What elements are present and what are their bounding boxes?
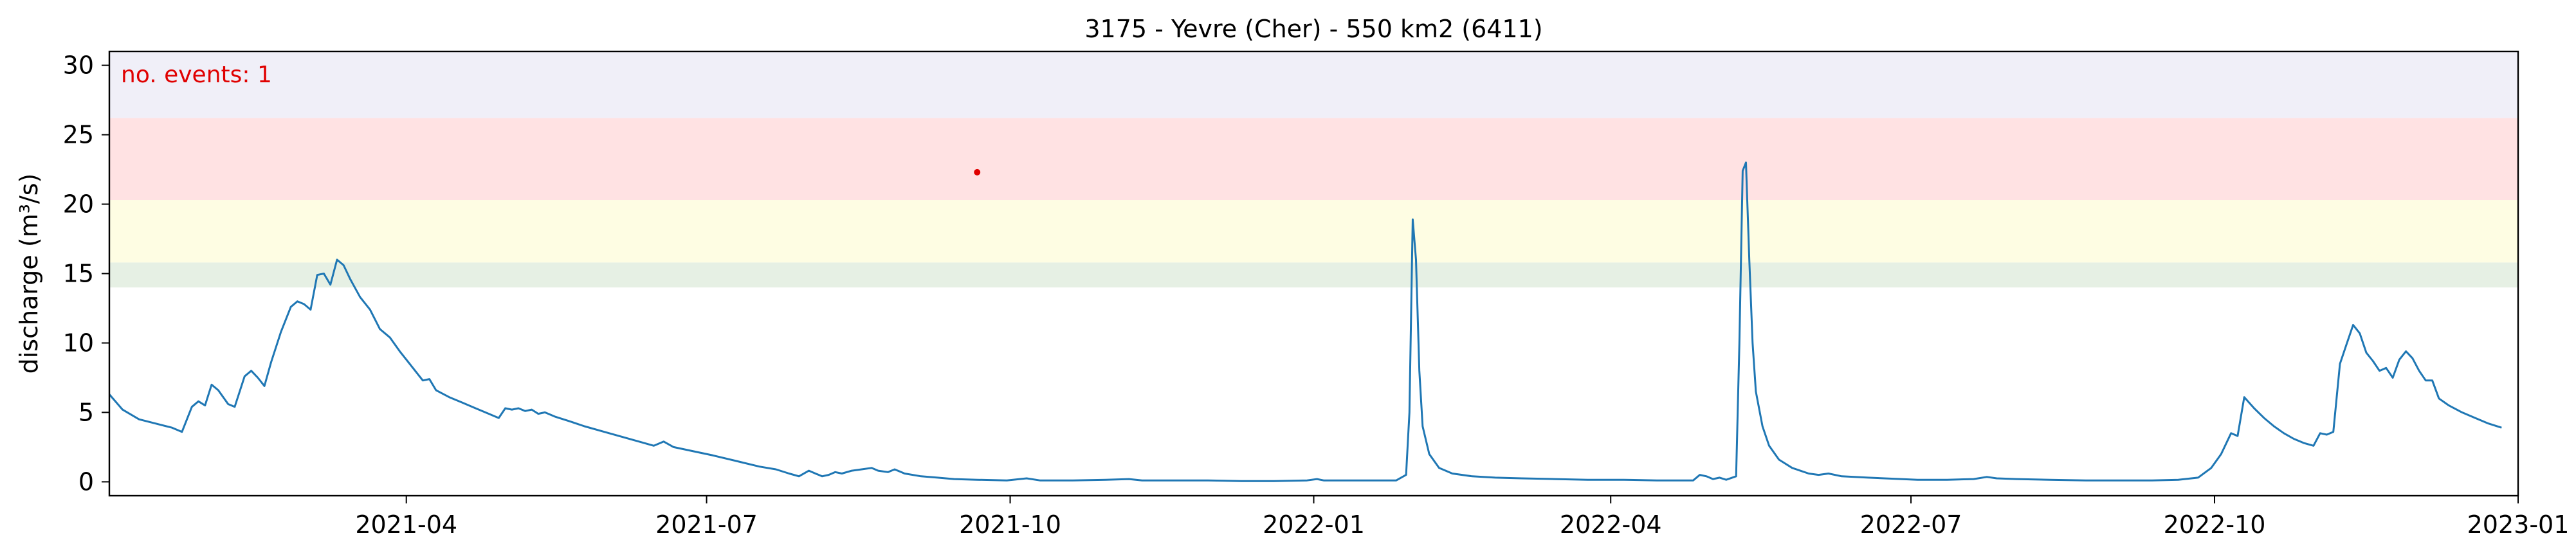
event-markers: [974, 168, 981, 176]
discharge-series-line: [108, 161, 2502, 482]
x-tick-label: 2021-04: [355, 510, 457, 539]
events-count-annotation: no. events: 1: [121, 62, 272, 88]
event-marker-1: [974, 168, 981, 176]
y-tick-label: 30: [63, 51, 94, 80]
x-tick-label: 2021-10: [959, 510, 1061, 539]
x-tick-label: 2021-07: [655, 510, 758, 539]
y-tick-label: 0: [78, 467, 94, 496]
y-axis-label: discharge (m³/s): [15, 174, 43, 374]
x-tick-label: 2022-07: [1860, 510, 1962, 539]
threshold-band-1: [109, 262, 2518, 288]
y-tick-label: 25: [63, 121, 94, 149]
series-group: [108, 161, 2502, 482]
x-axis: 2021-04 2021-07 2021-10 2022-01 2022-04 2022-…: [355, 496, 2569, 539]
x-tick-label: 2022-04: [1560, 510, 1662, 539]
y-tick-label: 15: [63, 260, 94, 288]
x-tick-label: 2023-01: [2467, 510, 2570, 539]
x-tick-label: 2022-10: [2164, 510, 2266, 539]
y-tick-label: 10: [63, 329, 94, 357]
threshold-bands: [109, 51, 2518, 288]
y-axis: 0 5 10 15 20 25 30: [63, 51, 109, 496]
chart-title: 3175 - Yevre (Cher) - 550 km2 (6411): [1084, 15, 1542, 43]
y-tick-label: 5: [78, 398, 94, 426]
threshold-band-2: [109, 200, 2518, 263]
threshold-band-4: [109, 51, 2518, 118]
threshold-band-3: [109, 118, 2518, 201]
x-tick-label: 2022-01: [1263, 510, 1365, 539]
y-tick-label: 20: [63, 190, 94, 219]
